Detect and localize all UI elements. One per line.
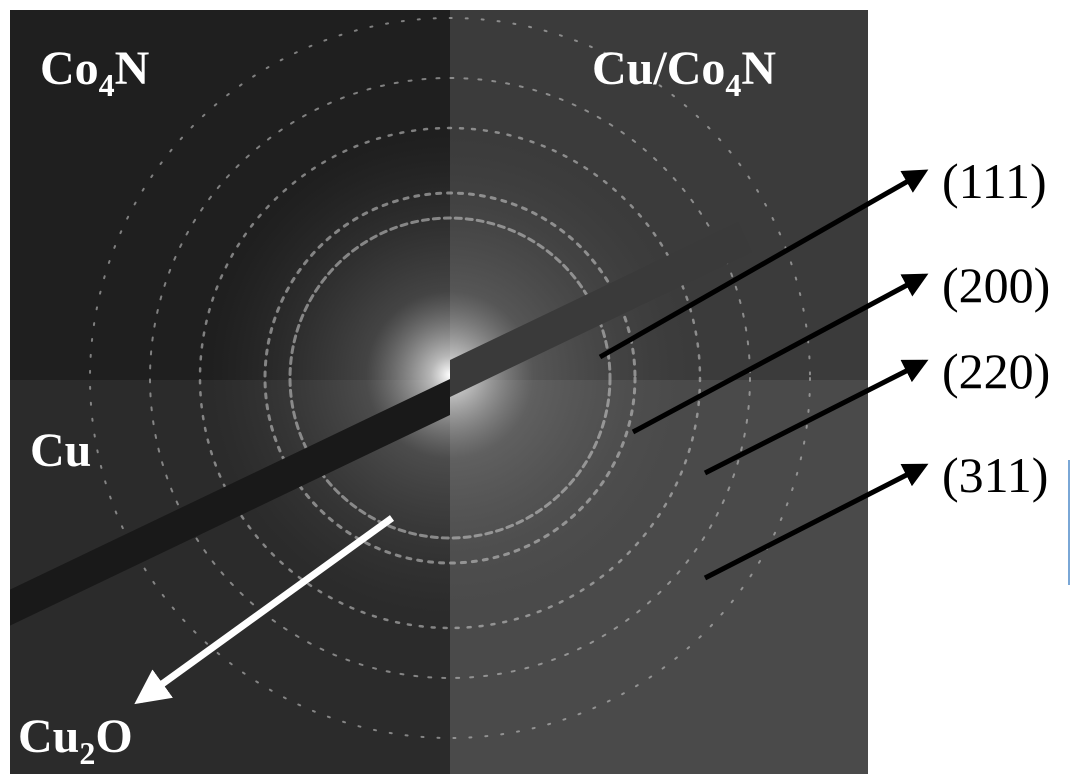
reflection-label: (311) bbox=[942, 447, 1048, 503]
label-part: O bbox=[95, 710, 132, 763]
reflection-label: (220) bbox=[942, 343, 1050, 399]
label-part: 4 bbox=[725, 67, 741, 103]
label-part: N bbox=[741, 42, 776, 95]
panel-label: Cu/Co4N bbox=[592, 42, 776, 103]
reflection-label: (200) bbox=[942, 257, 1050, 313]
label-part: 4 bbox=[99, 67, 115, 103]
label-part: Cu bbox=[30, 424, 91, 477]
label-part: Co bbox=[40, 42, 99, 95]
reflection-label: (111) bbox=[942, 153, 1047, 209]
diffraction-pattern bbox=[0, 10, 868, 774]
panel-label: Cu bbox=[30, 424, 91, 477]
label-part: N bbox=[115, 42, 150, 95]
panel-label: Co4N bbox=[40, 42, 150, 103]
figure: Co4N Cu/Co4N Cu Cu2O (111) (200) (220) (… bbox=[0, 0, 1072, 774]
label-part: Cu/Co bbox=[592, 42, 725, 95]
panel-label: Cu2O bbox=[18, 710, 133, 771]
label-part: 2 bbox=[79, 735, 95, 771]
label-part: Cu bbox=[18, 710, 79, 763]
